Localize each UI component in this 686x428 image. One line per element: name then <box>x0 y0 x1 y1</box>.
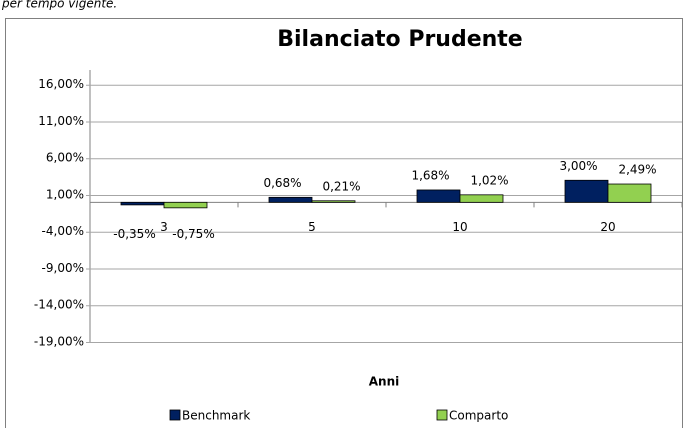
x-axis-title: Anni <box>369 375 400 389</box>
bar <box>120 201 165 206</box>
legend-swatch <box>436 409 448 421</box>
bar <box>564 179 609 203</box>
bar <box>459 194 504 203</box>
bar <box>268 196 313 203</box>
y-tick-label: -9,00% <box>42 261 84 275</box>
x-tick-label: 20 <box>600 220 615 234</box>
data-label: 0,68% <box>263 176 301 190</box>
x-tick-label: 3 <box>160 220 168 234</box>
data-label: 3,00% <box>559 159 597 173</box>
bar <box>163 201 208 209</box>
legend-swatch <box>169 409 181 421</box>
data-label: -0,75% <box>172 227 214 241</box>
bar <box>416 189 461 203</box>
data-label: 1,68% <box>411 168 449 182</box>
chart-frame <box>5 18 683 428</box>
y-tick-label: 6,00% <box>46 151 84 165</box>
bar <box>607 183 652 203</box>
y-tick-label: 1,00% <box>46 187 84 201</box>
x-tick-label: 5 <box>308 220 316 234</box>
y-tick-label: 16,00% <box>38 77 84 91</box>
data-label: 1,02% <box>470 173 508 187</box>
y-tick-label: -4,00% <box>42 224 84 238</box>
caption: per tempo vigente. <box>1 0 117 11</box>
legend-label: Benchmark <box>182 409 250 423</box>
bar <box>311 200 356 203</box>
data-label: 0,21% <box>322 179 360 193</box>
y-tick-label: -14,00% <box>34 298 84 312</box>
y-tick-label: -19,00% <box>34 335 84 349</box>
legend-label: Comparto <box>449 409 508 423</box>
y-tick-label: 11,00% <box>38 114 84 128</box>
data-label: 2,49% <box>618 163 656 177</box>
x-tick-label: 10 <box>452 220 467 234</box>
chart-title: Bilanciato Prudente <box>277 27 522 52</box>
data-label: -0,35% <box>113 227 155 241</box>
